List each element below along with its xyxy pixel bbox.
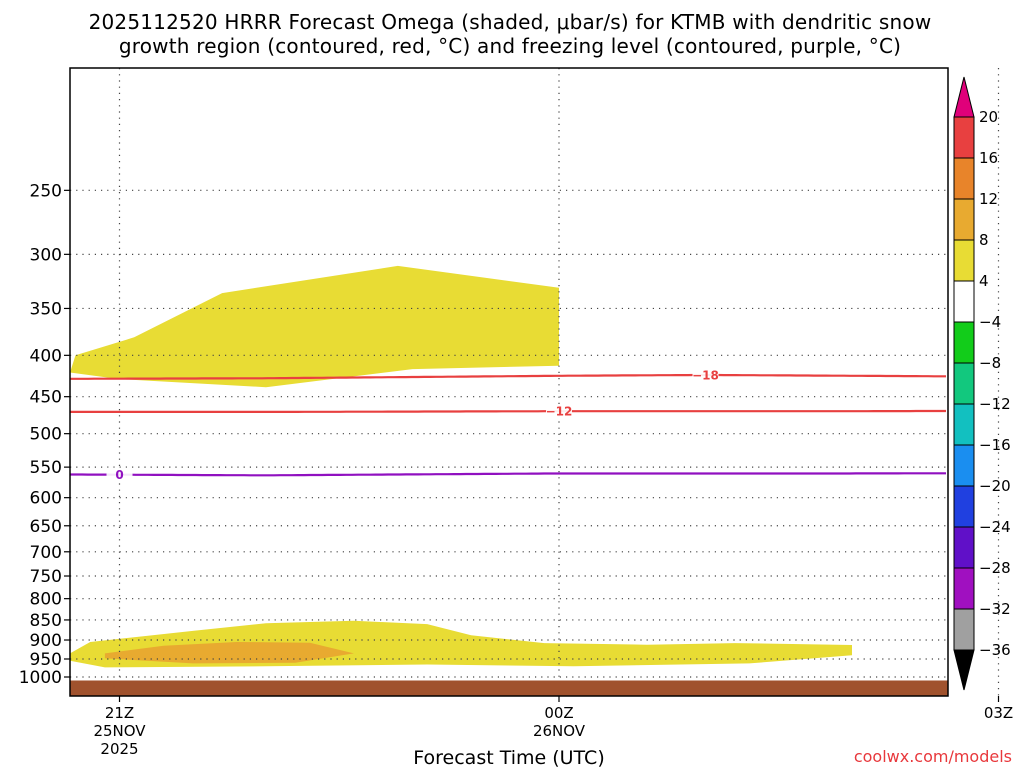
colorbar-segment-6: [953, 321, 975, 364]
colorbar-segment-7: [953, 362, 975, 405]
chart-title-line-1: 2025112520 HRRR Forecast Omega (shaded, …: [89, 10, 932, 34]
colorbar-label-4: 4: [979, 272, 989, 290]
colorbar-label-12: −32: [979, 600, 1011, 618]
contour-label-freezing-level-0: 0: [115, 468, 123, 482]
colorbar-segment-11: [953, 526, 975, 569]
colorbar-segment-1: [953, 116, 975, 159]
y-tick-label-950: 950: [30, 650, 62, 670]
colorbar-label-3: 8: [979, 231, 989, 249]
y-tick-label-300: 300: [30, 245, 62, 265]
y-tick-label-900: 900: [30, 631, 62, 651]
contour-label-minus-12-0: −12: [546, 405, 573, 419]
omega-shaded-regions: [70, 265, 852, 668]
colorbar-label-11: −28: [979, 559, 1011, 577]
colorbar-segment-3: [953, 198, 975, 241]
colorbar-legend: 20 16 12 8 4 −4 −8 −12 −16 −20 −24 −28 −32 −36: [953, 76, 1011, 691]
colorbar-label-1: 16: [979, 149, 998, 167]
contour-label-bg-minus-12-0: [546, 404, 572, 419]
y-tick-label-250: 250: [30, 181, 62, 201]
colorbar-segment-5: [953, 280, 975, 323]
contour-minus-18: [70, 373, 946, 380]
contour-freezing-level: [70, 472, 946, 477]
y-tick-label-600: 600: [30, 489, 62, 509]
temperature-contours: −18−18−18−12−12−12000: [70, 367, 946, 482]
x-axis: 21Z25NOV202500Z26NOV03Z06Z09Z12Z: [93, 696, 1013, 758]
colorbar-label-7: −12: [979, 395, 1011, 413]
y-tick-label-750: 750: [30, 567, 62, 587]
chart-title-line-2: growth region (contoured, red, °C) and f…: [119, 34, 901, 58]
colorbar-label-0: 20: [979, 108, 998, 126]
colorbar-label-2: 12: [979, 190, 998, 208]
y-tick-label-350: 350: [30, 299, 62, 319]
y-tick-label-450: 450: [30, 388, 62, 408]
terrain-layer: [70, 680, 948, 696]
colorbar-label-13: −36: [979, 641, 1011, 659]
omega-region-low-level-ascent-core: [104, 642, 354, 664]
y-tick-label-550: 550: [30, 458, 62, 478]
colorbar-top-arrow: [953, 76, 975, 118]
colorbar-segment-2: [953, 157, 975, 200]
footer-credit: coolwx.com/models: [854, 747, 1012, 766]
x-tick-label-03Z-0: 03Z: [984, 704, 1013, 722]
colorbar-bottom-arrow: [953, 649, 975, 691]
y-tick-label-500: 500: [30, 425, 62, 445]
y-axis: 2503003504004505005506006507007508008509…: [19, 181, 70, 688]
contour-label-bg-minus-18-0: [692, 367, 719, 382]
colorbar-segment-13: [953, 608, 975, 651]
contour-label-minus-18-0: −18: [692, 368, 719, 382]
colorbar-segment-4: [953, 239, 975, 282]
terrain-ground: [70, 680, 948, 696]
colorbar-label-8: −16: [979, 436, 1011, 454]
x-tick-label-00Z-1: 26NOV: [533, 722, 586, 740]
y-tick-label-400: 400: [30, 346, 62, 366]
x-axis-title: Forecast Time (UTC): [413, 747, 604, 768]
colorbar-label-9: −20: [979, 477, 1011, 495]
colorbar-segment-9: [953, 444, 975, 487]
omega-region-upper-ascent: [70, 265, 559, 388]
x-tick-label-21Z-1: 25NOV: [93, 722, 146, 740]
y-tick-label-1000: 1000: [19, 668, 62, 688]
colorbar-segment-12: [953, 567, 975, 610]
grid-lines: [70, 68, 1000, 696]
contour-minus-12: [70, 409, 946, 413]
colorbar-label-5: −4: [979, 313, 1001, 331]
y-tick-label-850: 850: [30, 611, 62, 631]
x-tick-label-21Z-0: 21Z: [105, 704, 134, 722]
x-tick-label-21Z-2: 2025: [100, 740, 138, 758]
colorbar-segment-8: [953, 403, 975, 446]
y-tick-label-800: 800: [30, 590, 62, 610]
colorbar-segment-10: [953, 485, 975, 528]
colorbar-label-6: −8: [979, 354, 1001, 372]
colorbar-label-10: −24: [979, 518, 1011, 536]
x-tick-label-00Z-0: 00Z: [544, 704, 573, 722]
y-tick-label-650: 650: [30, 517, 62, 537]
contour-label-bg-freezing-level-0: [106, 467, 133, 482]
y-tick-label-700: 700: [30, 543, 62, 563]
plot-frame: [69, 67, 949, 697]
